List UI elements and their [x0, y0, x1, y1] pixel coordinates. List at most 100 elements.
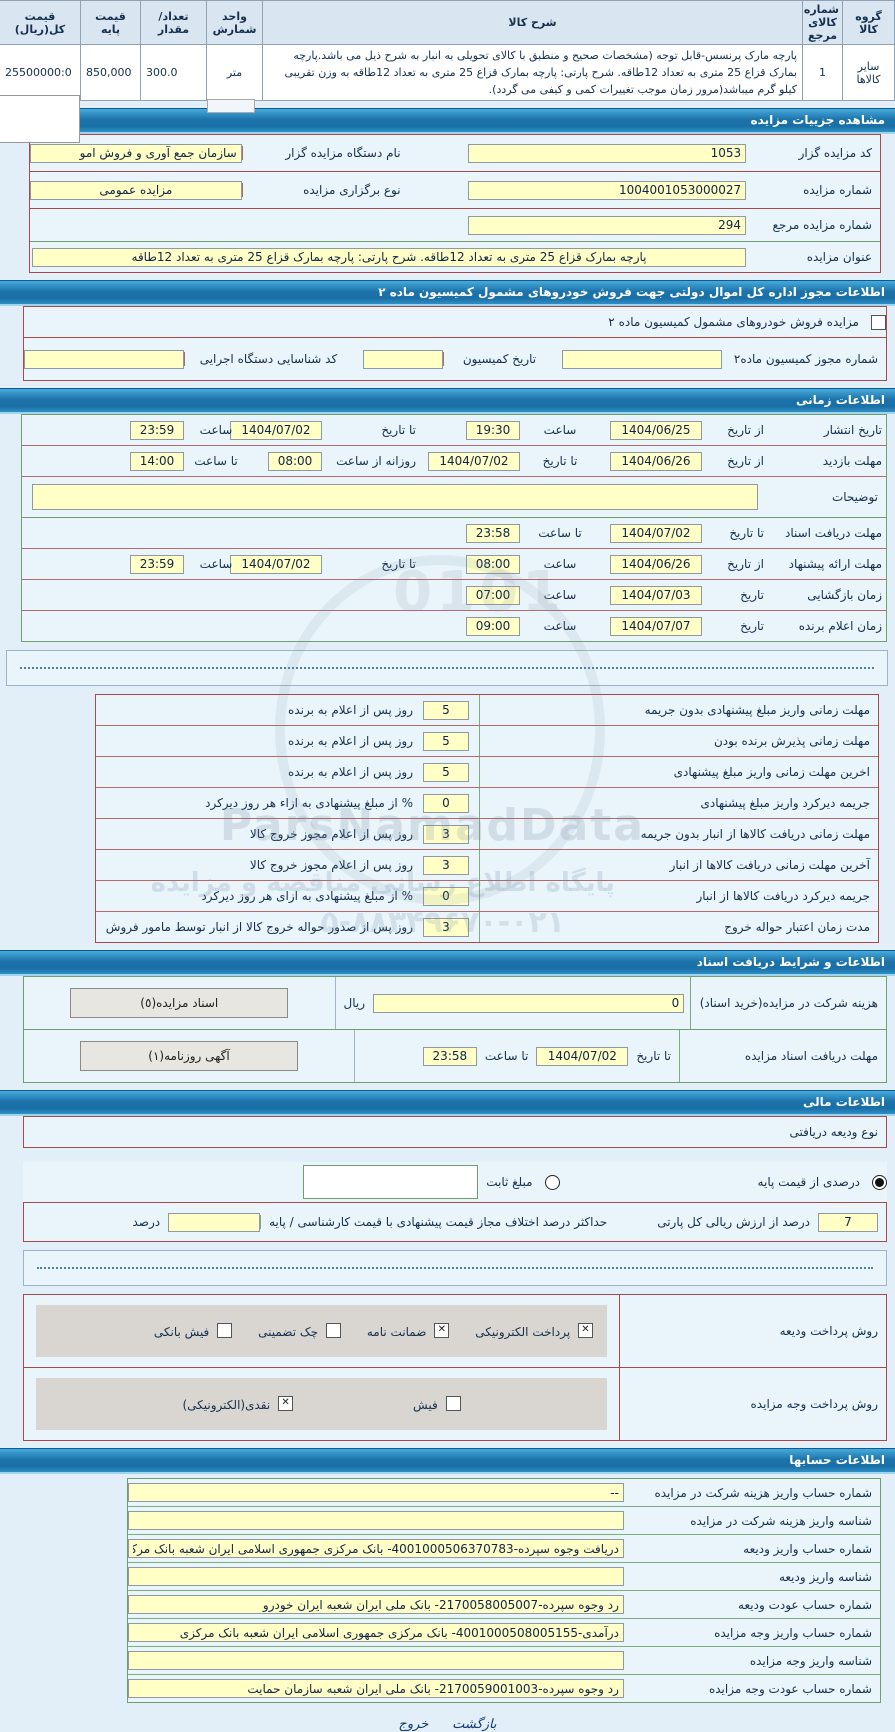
exit-link[interactable]: خروج [398, 1717, 429, 1732]
visit-to-date[interactable] [428, 451, 520, 471]
offer-to-date[interactable] [230, 554, 322, 574]
vehicle-auction-checkbox[interactable] [871, 314, 886, 330]
percent-of-base-label: درصدی از قیمت پایه [757, 1175, 860, 1190]
org-name-label: نام دستگاه مزایده گزار [241, 146, 409, 161]
offer-from-date[interactable] [610, 554, 702, 574]
penalty-value-input[interactable] [423, 700, 469, 720]
payment-method-row: روش پرداخت وجه مزایده فیش نقدی(الکترونیک… [23, 1368, 887, 1442]
auctioneer-code-input[interactable] [468, 143, 747, 163]
docs-deadline-hour[interactable] [466, 523, 520, 543]
account-row: شماره حساب واریز وجه مزایده [128, 1619, 880, 1648]
auction-title-input[interactable] [32, 247, 746, 267]
notes-input[interactable] [32, 484, 758, 511]
docs-fee-label: هزینه شرکت در مزایده(خرید اسناد) [690, 977, 886, 1030]
item-ref-code: 1 [802, 43, 843, 102]
commission-date-input[interactable] [363, 349, 444, 369]
account-input[interactable] [128, 1539, 624, 1559]
fixed-amount-radio[interactable] [544, 1174, 560, 1190]
account-label: شماره حساب واریز وجه مزایده [714, 1625, 872, 1640]
certified-check-label: چک تضمینی [258, 1325, 319, 1340]
time-row-publish: تاریخ انتشار از تاریخ ساعت تا تاریخ ساعت [22, 415, 886, 447]
penalty-row: مهلت زمانی پذیرش برنده بودن روز پس از اع… [96, 726, 878, 758]
deposit-method-panel: پرداخت الکترونیکی ضمانت نامه چک تضمینی ف… [36, 1305, 607, 1358]
auction-documents-button[interactable]: اسناد مزایده(٥) [70, 988, 289, 1019]
penalty-value-input[interactable] [423, 824, 469, 844]
publish-hour[interactable] [466, 420, 520, 440]
item-qty: 300.0 [140, 43, 207, 102]
visit-to-label: تا تاریخ [542, 454, 578, 469]
cash-electronic-checkbox[interactable] [278, 1396, 294, 1412]
deposit-percent-input[interactable] [818, 1212, 878, 1232]
account-input[interactable] [128, 1483, 624, 1503]
docs-deadline-date[interactable] [610, 523, 702, 543]
max-diff-label: حداکثر درصد اختلاف مجاز قیمت پیشنهادی با… [260, 1215, 615, 1230]
account-input[interactable] [128, 1679, 624, 1699]
max-diff-unit: درصد [132, 1215, 161, 1230]
docs-fee-input[interactable] [373, 993, 685, 1013]
percent-of-base-radio[interactable] [872, 1174, 887, 1190]
publish-from-date[interactable] [610, 420, 702, 440]
visit-from-date[interactable] [610, 451, 702, 471]
penalty-value-input[interactable] [423, 855, 469, 875]
details-row-2: شماره مزایده نوع برگزاری مزایده [29, 172, 880, 210]
opening-date[interactable] [610, 585, 702, 605]
method-item: ضمانت نامه [366, 1323, 450, 1340]
penalty-value-input[interactable] [423, 793, 469, 813]
account-row: شماره حساب واریز ودیعه [128, 1535, 880, 1564]
percent-row: درصد از ارزش ریالی کل پارتی حداکثر درصد … [23, 1202, 887, 1243]
item-total-price: 25500000:0 [0, 43, 81, 102]
publish-to-hour[interactable] [130, 420, 184, 440]
newspaper-button-col: آگهی روزنامه(١) [24, 1030, 355, 1083]
penalty-value-input[interactable] [423, 917, 469, 937]
account-input[interactable] [128, 1567, 624, 1587]
docs-hour-input[interactable] [422, 1046, 477, 1066]
penalty-suffix: روز پس از اعلام به برنده [288, 703, 413, 718]
guarantee-letter-checkbox[interactable] [434, 1323, 450, 1339]
details-row-3: شماره مزایده مرجع [30, 209, 880, 243]
account-input[interactable] [128, 1651, 624, 1671]
max-diff-input[interactable] [168, 1212, 261, 1232]
publish-to-date[interactable] [230, 420, 322, 440]
opening-hour[interactable] [466, 585, 520, 605]
penalty-value-input[interactable] [423, 731, 469, 751]
time-box: تاریخ انتشار از تاریخ ساعت تا تاریخ ساعت… [21, 414, 887, 643]
visit-daily-hour[interactable] [268, 451, 322, 471]
account-input[interactable] [128, 1511, 624, 1531]
method-item: فیش [413, 1396, 461, 1412]
docs-to-date[interactable] [536, 1046, 629, 1066]
org-name-input[interactable] [29, 143, 242, 163]
offer-label: مهلت ارائه پیشنهاد [788, 557, 882, 572]
permit-no-input[interactable] [562, 349, 723, 369]
penalty-row: مهلت زمانی واریز مبلغ پیشنهادی بدون جریم… [96, 695, 878, 727]
docs-deadline-row-label: مهلت دریافت اسناد مزایده [679, 1030, 886, 1083]
account-label: شماره حساب عودت وجه مزایده [708, 1681, 872, 1696]
bank-slip-checkbox[interactable] [217, 1323, 233, 1339]
guarantee-letter-label: ضمانت نامه [366, 1325, 427, 1340]
penalty-label: اخرین مهلت زمانی واریز مبلغ پیشنهادی [479, 757, 878, 788]
newspaper-ad-button[interactable]: آگهی روزنامه(١) [80, 1041, 298, 1072]
account-input[interactable] [128, 1595, 624, 1615]
winner-hour[interactable] [466, 616, 520, 636]
docs-to-label: تا تاریخ [636, 1049, 671, 1064]
account-input[interactable] [128, 1623, 624, 1643]
ref-no-input[interactable] [468, 215, 746, 235]
certified-check-checkbox[interactable] [325, 1323, 341, 1339]
visit-until-hour[interactable] [130, 451, 184, 471]
offer-hour[interactable] [466, 554, 520, 574]
account-row: شناسه واریز ودیعه [128, 1563, 880, 1592]
section-header-financial: اطلاعات مالی [0, 1090, 895, 1117]
penalty-suffix: روز پس از اعلام به برنده [288, 734, 413, 749]
offer-to-hour[interactable] [130, 554, 184, 574]
fixed-amount-input[interactable] [303, 1165, 479, 1200]
slip-checkbox[interactable] [445, 1396, 461, 1412]
electronic-payment-checkbox[interactable] [578, 1323, 593, 1339]
penalty-value-input[interactable] [423, 886, 469, 906]
penalty-value-input[interactable] [423, 762, 469, 782]
agency-code-input[interactable] [24, 349, 184, 369]
auction-no-input[interactable] [468, 180, 747, 200]
winner-date[interactable] [610, 616, 702, 636]
details-row-1: کد مزایده گزار نام دستگاه مزایده گزار [29, 135, 880, 173]
auction-type-input[interactable] [29, 180, 242, 200]
agency-code-label: کد شناسایی دستگاه اجرایی [184, 352, 345, 367]
back-link[interactable]: بازگشت [452, 1717, 497, 1732]
